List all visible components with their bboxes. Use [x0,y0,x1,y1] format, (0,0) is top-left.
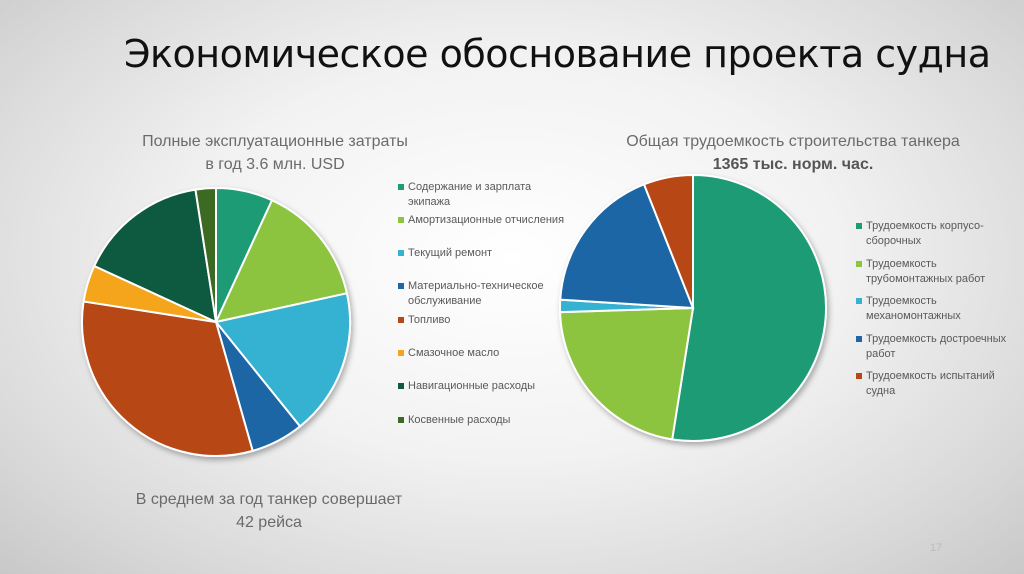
left-legend-swatch [398,417,404,423]
right-legend-label: Трудоемкость достроечных работ [866,333,1007,360]
right-legend-label: Трудоемкость корпусо-сборочных [866,220,984,247]
left-legend-swatch [398,383,404,389]
left-legend-label: Материально-техническое обслуживание [408,280,544,307]
right-pie [559,173,827,442]
right-chart-title-line1: Общая трудоемкость строительства танкера [626,133,960,150]
left-legend-swatch [398,217,404,223]
left-pie-slice-6 [92,188,218,324]
left-legend-label: Текущий ремонт [408,247,493,259]
right-legend-label: Трудоемкость трубомонтажных работ [866,258,986,285]
left-legend-swatch [398,250,404,256]
right-legend: Трудоемкость корпусо-сборочных Трудоемкос… [856,219,1024,419]
left-chart-title-line1: Полные эксплуатационные затраты [142,133,408,150]
right-pie-slice-4 [642,173,694,309]
left-legend-label: Навигационные расходы [408,380,536,392]
left-chart-title-line2: в год 3.6 млн. USD [205,156,345,173]
left-pie-slice-7 [194,186,217,323]
footnote-line1: В среднем за год танкер совершает [135,491,403,508]
right-legend-swatch [856,223,862,229]
left-legend-label: Амортизационные отчисления [408,214,565,226]
right-legend-swatch [856,298,862,304]
right-pie-slice-0 [671,173,827,442]
right-legend-swatch [856,373,862,379]
page-number: 17 [930,542,943,554]
left-legend-swatch [398,283,404,289]
right-chart-title-line2: 1365 тыс. норм. час. [712,156,874,173]
left-legend-label: Косвенные расходы [408,414,511,426]
left-legend-label: Содержание и зарплата экипажа [408,181,532,208]
left-pie-slice-4 [81,300,254,457]
left-pie [81,186,351,457]
footnote-line2: 42 рейса [236,514,302,531]
left-legend-label: Топливо [408,314,451,326]
right-legend-swatch [856,336,862,342]
left-legend-swatch [398,317,404,323]
left-pie-slice-1 [214,198,349,324]
left-pie-slice-2 [214,292,351,428]
left-legend: Содержание и зарплата экипажа Амортизацио… [398,180,568,440]
left-legend-swatch [398,350,404,356]
left-chart-title: Полные эксплуатационные затраты в год 3.… [110,130,440,176]
footnote: В среднем за год танкер совершает 42 рей… [104,488,434,534]
right-chart-title: Общая трудоемкость строительства танкера… [598,130,988,176]
right-pie-slice-1 [559,306,695,441]
left-legend-swatch [398,184,404,190]
right-legend-label: Трудоемкость механомонтажных [866,295,961,322]
slide-title: Экономическое обоснование проекта судна [124,32,991,76]
left-legend-label: Смазочное масло [408,347,500,359]
right-pie-slice-3 [559,183,695,310]
right-legend-label: Трудоемкость испытаний судна [866,370,995,397]
right-legend-swatch [856,261,862,267]
